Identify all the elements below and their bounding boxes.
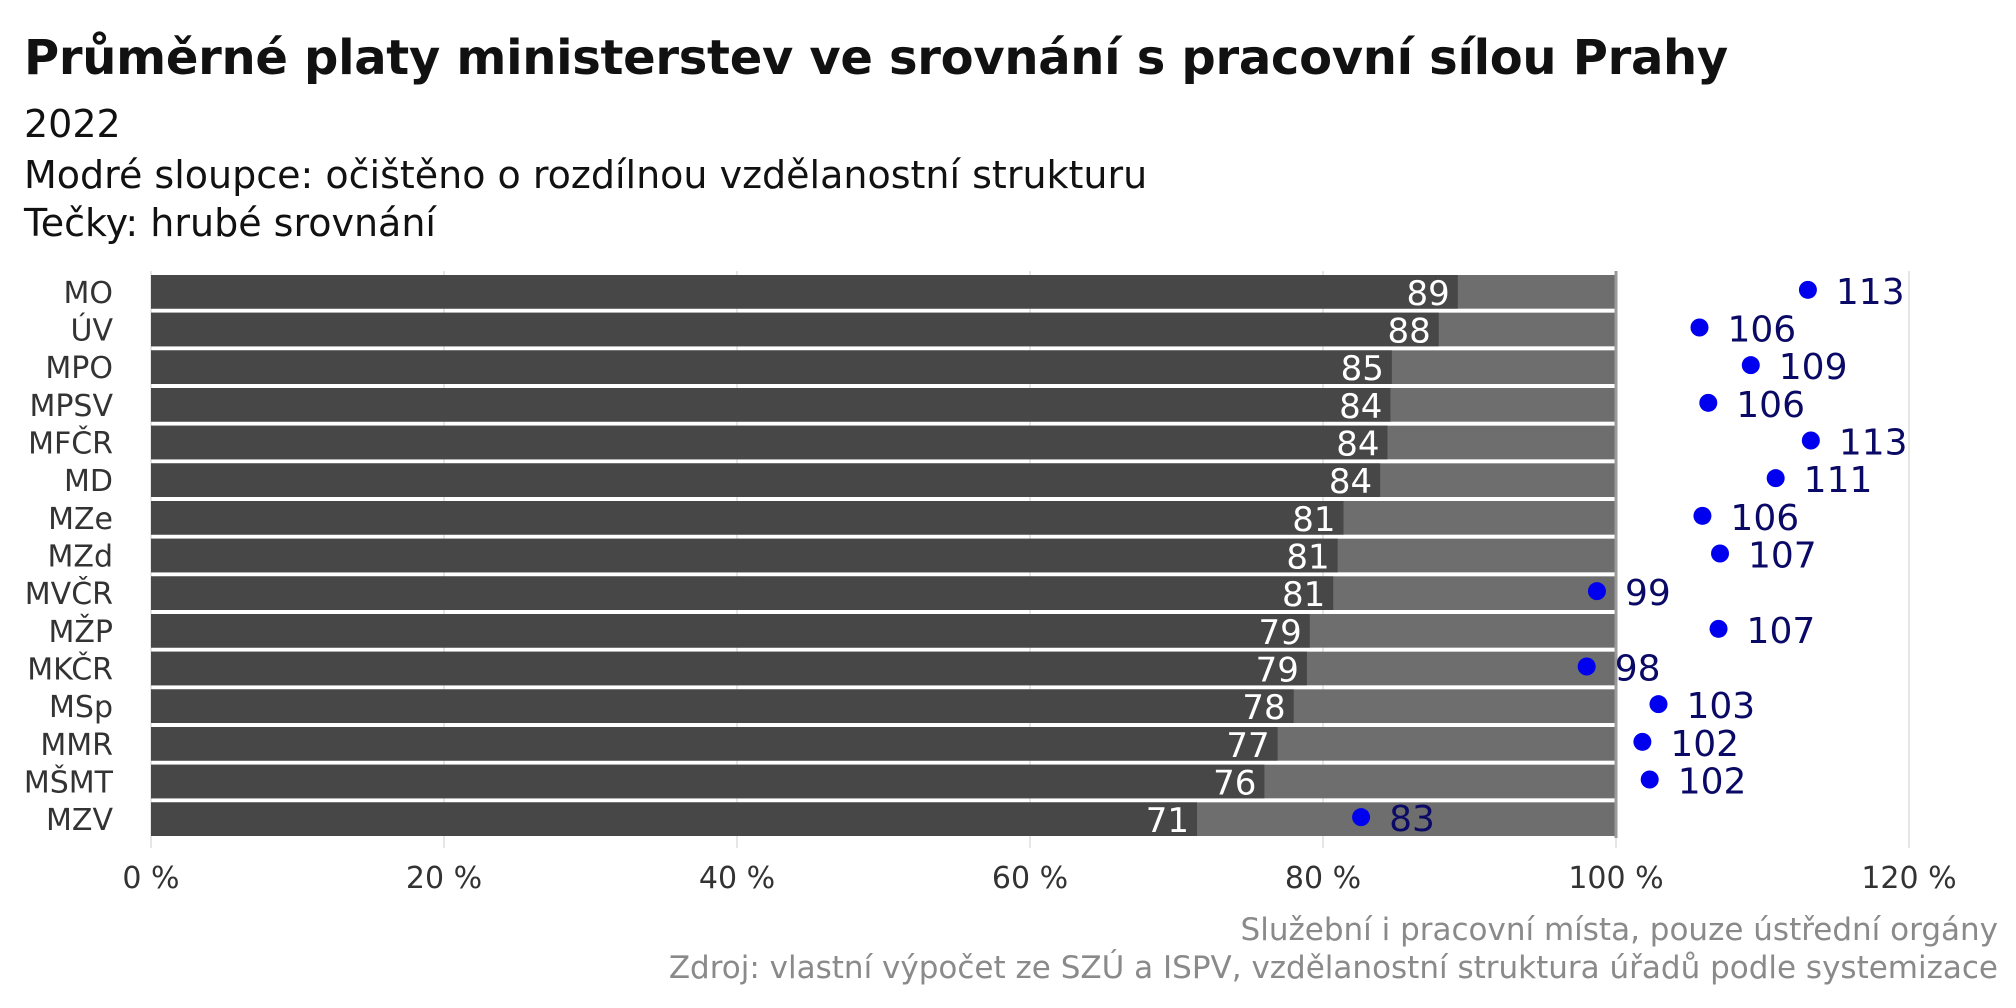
category-label: MŽP	[48, 614, 113, 650]
category-label: MO	[64, 276, 114, 311]
footer-note: Služební i pracovní místa, pouze ústředn…	[1240, 912, 1998, 948]
dot-value-label: 109	[1779, 347, 1848, 388]
dot-value-label: 103	[1686, 686, 1755, 727]
category-label: MKČR	[27, 651, 113, 688]
bar	[151, 425, 1388, 460]
dot	[1690, 318, 1709, 337]
x-axis: 0 % 20 % 40 % 60 % 80 % 100 % 120 % MOÚVMPOMPSV…	[24, 276, 1957, 896]
bar-value-label: 84	[1329, 462, 1372, 502]
dot	[1741, 356, 1760, 375]
dots: 1131061091061131111061079910798103102102…	[1352, 272, 1908, 840]
dot-value-label: 111	[1804, 460, 1873, 501]
category-label: ÚV	[71, 312, 114, 349]
category-label: MVČR	[25, 575, 113, 612]
x-tick-label: 0 %	[122, 861, 179, 896]
dot	[1587, 582, 1606, 601]
dot-value-label: 106	[1728, 310, 1797, 351]
dot	[1640, 770, 1659, 789]
dot	[1699, 393, 1718, 412]
bar-value-label: 81	[1282, 575, 1325, 615]
category-label: MPO	[45, 351, 113, 386]
chart-title: Průměrné platy ministerstev ve srovnání …	[24, 30, 1728, 86]
bar	[151, 727, 1278, 761]
dot-value-label: 102	[1670, 724, 1739, 765]
bar-value-label: 77	[1226, 726, 1269, 766]
x-tick-label: 60 %	[992, 861, 1068, 896]
bar	[151, 689, 1294, 723]
x-tick-label: 40 %	[699, 861, 775, 896]
dot-value-label: 113	[1839, 423, 1908, 464]
x-tick-label: 120 %	[1861, 861, 1956, 896]
bar	[151, 350, 1392, 384]
x-tick-label: 20 %	[406, 861, 482, 896]
dot	[1766, 469, 1785, 488]
dot	[1352, 808, 1371, 827]
category-label: MZe	[48, 502, 113, 537]
category-label: MZV	[46, 803, 113, 838]
dot-value-label: 98	[1615, 649, 1661, 690]
subtitle-year: 2022	[24, 102, 121, 146]
bar-value-label: 85	[1341, 349, 1384, 389]
subtitle-bars: Modré sloupce: očištěno o rozdílnou vzdě…	[24, 153, 1148, 197]
footer-source: Zdroj: vlastní výpočet ze SZÚ a ISPV, vz…	[668, 950, 1998, 986]
bar	[151, 388, 1391, 422]
dot-value-label: 83	[1389, 799, 1435, 840]
dot	[1798, 280, 1817, 299]
category-label: MD	[64, 464, 113, 499]
category-label: MSp	[49, 690, 113, 725]
bar	[151, 501, 1344, 535]
dot	[1709, 619, 1728, 638]
subtitle-dots: Tečky: hrubé srovnání	[24, 201, 436, 245]
category-label: MŠMT	[24, 764, 114, 801]
dot-value-label: 99	[1625, 573, 1671, 614]
category-label: MMR	[40, 728, 113, 763]
bar-value-label: 84	[1339, 387, 1382, 427]
dot-value-label: 107	[1747, 611, 1816, 652]
bar	[151, 576, 1334, 610]
bar	[151, 802, 1198, 836]
category-label: MZd	[48, 540, 113, 575]
bar-value-label: 81	[1292, 500, 1335, 540]
bar-value-label: 76	[1213, 764, 1256, 804]
dot	[1711, 544, 1730, 563]
bar	[151, 312, 1439, 347]
dot-value-label: 106	[1736, 385, 1805, 426]
dot	[1801, 431, 1820, 450]
bar	[151, 651, 1307, 686]
bar-value-label: 84	[1336, 425, 1379, 465]
bar-value-label: 78	[1242, 688, 1285, 728]
bar	[151, 764, 1265, 799]
x-tick-label: 80 %	[1285, 861, 1361, 896]
bar-value-label: 79	[1256, 651, 1299, 691]
bar	[151, 463, 1381, 497]
bar-value-label: 88	[1387, 312, 1430, 352]
x-tick-label: 100 %	[1568, 861, 1663, 896]
bar	[151, 538, 1338, 573]
category-label: MPSV	[29, 389, 113, 424]
bar-value-label: 71	[1146, 801, 1189, 841]
dot	[1577, 657, 1596, 676]
bar	[151, 275, 1458, 309]
bar-value-label: 81	[1286, 538, 1329, 578]
dot	[1649, 695, 1668, 714]
dot	[1633, 732, 1652, 751]
bar	[151, 614, 1310, 648]
category-label: MFČR	[28, 425, 113, 462]
dot-value-label: 102	[1678, 762, 1747, 803]
bar-value-label: 79	[1259, 613, 1302, 653]
dot	[1693, 506, 1712, 525]
bar-value-label: 89	[1407, 274, 1450, 314]
dot-value-label: 106	[1730, 498, 1799, 539]
dot-value-label: 107	[1748, 536, 1817, 577]
dot-value-label: 113	[1836, 272, 1905, 313]
